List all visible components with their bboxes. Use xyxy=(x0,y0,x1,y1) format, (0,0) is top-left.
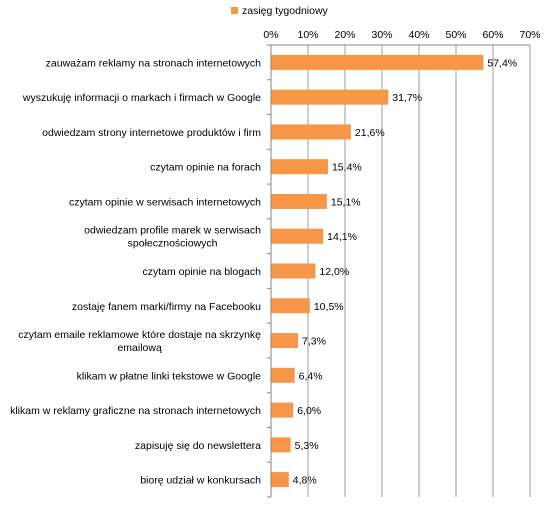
x-tick-label: 10% xyxy=(297,29,318,41)
category-label: wyszukuję informacji o markach i firmach… xyxy=(22,92,261,104)
category-label-line: społecznościowych xyxy=(128,238,218,250)
category-label: zauważam reklamy na stronach internetowy… xyxy=(46,57,262,69)
legend: zasięg tygodniowy xyxy=(231,5,329,17)
legend-swatch xyxy=(231,7,238,14)
category-label: odwiedzam profile marek w serwisachspołe… xyxy=(84,225,261,250)
category-label: zostaję fanem marki/firmy na Facebooku xyxy=(72,301,261,313)
category-label: czytam opinie w serwisach internetowych xyxy=(69,196,261,208)
category-label: odwiedzam strony internetowe produktów i… xyxy=(42,127,261,139)
data-label: 57,4% xyxy=(487,57,517,69)
category-label: klikam w płatne linki tekstowe w Google xyxy=(77,370,262,382)
x-tick-label: 0% xyxy=(263,29,278,41)
category-label-line: odwiedzam strony internetowe produktów i… xyxy=(42,127,261,139)
x-tick-label: 30% xyxy=(371,29,392,41)
category-label: biorę udział w konkursach xyxy=(140,475,261,487)
data-label: 14,1% xyxy=(327,231,357,243)
category-label: zapisuję się do newslettera xyxy=(135,440,261,452)
category-label: czytam opinie na blogach xyxy=(143,266,262,278)
bar xyxy=(271,437,291,453)
bar xyxy=(271,333,299,349)
bar xyxy=(271,54,484,70)
data-label: 5,3% xyxy=(295,440,319,452)
category-label: czytam opinie na forach xyxy=(150,162,261,174)
category-label-line: zostaję fanem marki/firmy na Facebooku xyxy=(72,301,261,313)
data-label: 7,3% xyxy=(302,336,326,348)
bar xyxy=(271,159,328,175)
category-label-line: klikam w reklamy graficzne na stronach i… xyxy=(10,405,261,417)
category-label-line: biorę udział w konkursach xyxy=(140,475,261,487)
data-label: 12,0% xyxy=(319,266,349,278)
x-tick-label: 50% xyxy=(445,29,466,41)
x-tick-label: 40% xyxy=(408,29,429,41)
bar xyxy=(271,298,310,314)
category-label-line: emailową xyxy=(117,342,162,354)
bar xyxy=(271,193,327,209)
data-label: 15,1% xyxy=(331,196,361,208)
legend-label: zasięg tygodniowy xyxy=(242,5,329,17)
data-label: 6,0% xyxy=(297,405,321,417)
bar xyxy=(271,263,316,279)
data-label: 6,4% xyxy=(299,370,323,382)
category-label: czytam emaile reklamowe które dostaje na… xyxy=(18,329,261,354)
category-label-line: czytam opinie w serwisach internetowych xyxy=(69,196,261,208)
category-label-line: czytam opinie na forach xyxy=(150,162,261,174)
x-tick-label: 70% xyxy=(519,29,540,41)
bar xyxy=(271,367,295,383)
data-label: 4,8% xyxy=(293,475,317,487)
category-label-line: klikam w płatne linki tekstowe w Google xyxy=(77,370,262,382)
gridlines: 0% 10% 20% 30% 40% 50% 60% 70% xyxy=(263,29,541,497)
bar xyxy=(271,228,324,244)
category-label: klikam w reklamy graficzne na stronach i… xyxy=(10,405,261,417)
data-label: 31,7% xyxy=(392,92,422,104)
data-label: 21,6% xyxy=(355,127,385,139)
x-tick-label: 60% xyxy=(482,29,503,41)
bar xyxy=(271,124,351,140)
x-tick-label: 20% xyxy=(334,29,355,41)
category-label-line: zapisuję się do newslettera xyxy=(135,440,261,452)
category-label-line: zauważam reklamy na stronach internetowy… xyxy=(46,57,262,69)
bar xyxy=(271,472,289,488)
category-label-line: czytam emaile reklamowe które dostaje na… xyxy=(18,329,261,341)
bar xyxy=(271,402,294,418)
category-label-line: czytam opinie na blogach xyxy=(143,266,262,278)
category-label-line: wyszukuję informacji o markach i firmach… xyxy=(22,92,261,104)
data-label: 15,4% xyxy=(332,162,362,174)
data-label: 10,5% xyxy=(314,301,344,313)
category-label-line: odwiedzam profile marek w serwisach xyxy=(84,225,261,237)
bar xyxy=(271,89,389,105)
